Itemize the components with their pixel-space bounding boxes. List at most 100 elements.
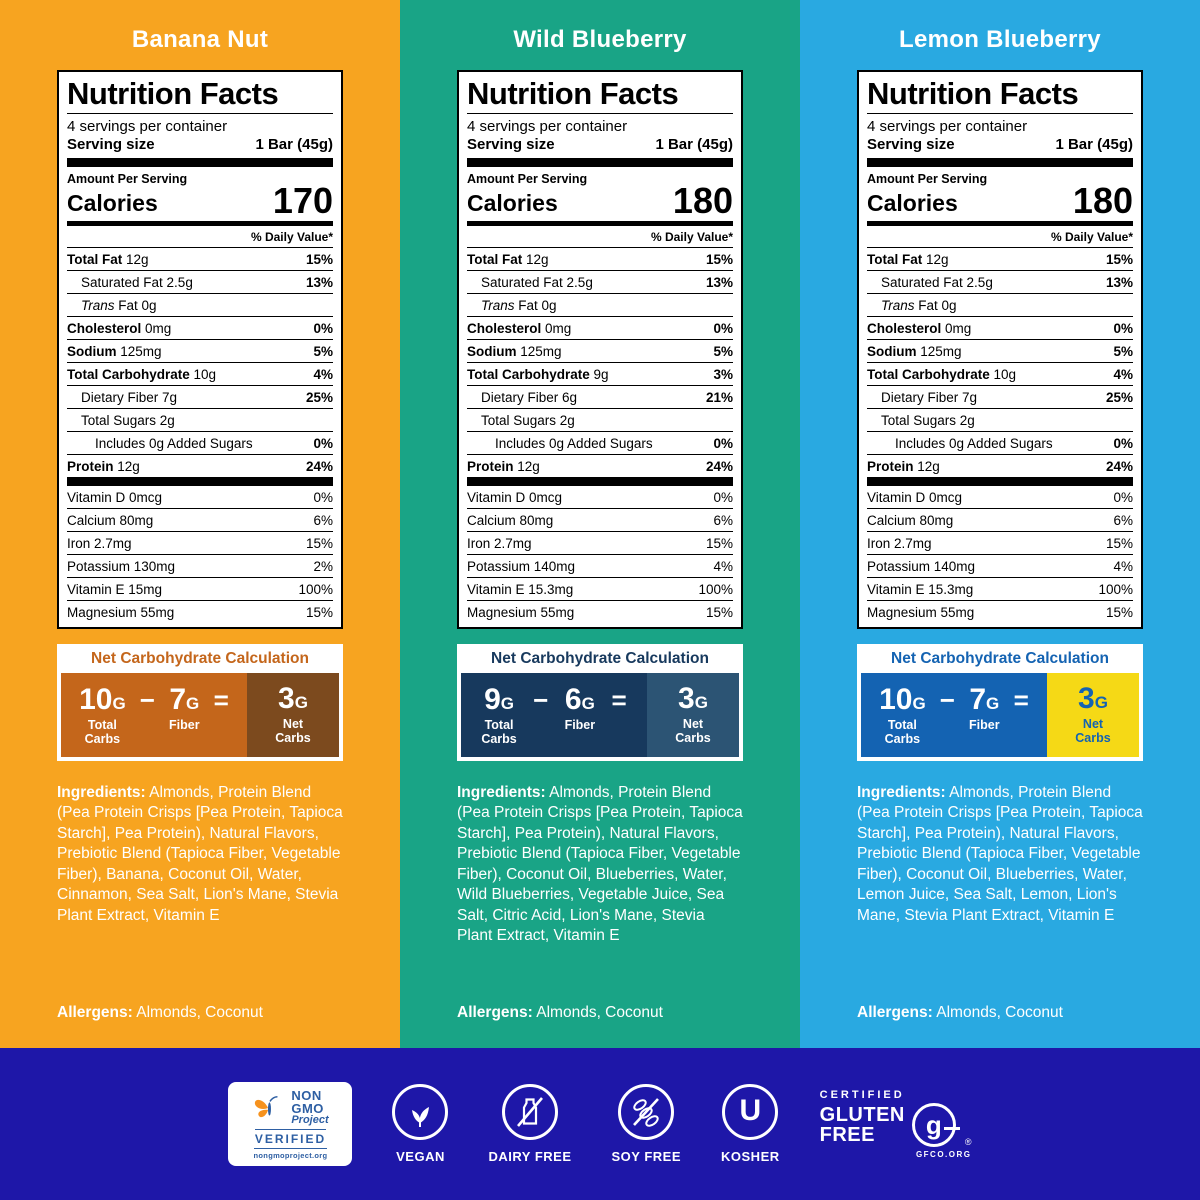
divider-thick-bar xyxy=(467,477,733,487)
vegan-leaf-icon xyxy=(392,1084,449,1140)
nutrition-row: Potassium 140mg 4% xyxy=(867,554,1133,577)
nutrition-row: Trans Fat 0g xyxy=(67,293,333,316)
net-carb-header: Net Carbohydrate Calculation xyxy=(491,650,709,668)
nutrition-row: Iron 2.7mg 15% xyxy=(867,531,1133,554)
calories-label: Calories xyxy=(867,190,958,217)
badge-label: SOY FREE xyxy=(611,1149,682,1164)
nutrition-row: Vitamin D 0mcg 0% xyxy=(867,490,1133,506)
net-carb-header: Net Carbohydrate Calculation xyxy=(891,650,1109,668)
nutrition-row: Total Carbohydrate 10g 4% xyxy=(67,362,333,385)
minus-sign: − xyxy=(139,685,155,716)
divider-thick-bar xyxy=(67,158,333,168)
net-carbs-figure: 3G Net Carbs xyxy=(647,673,739,757)
nutrition-row: Total Fat 12g 15% xyxy=(67,247,333,270)
divider-thick-bar xyxy=(867,477,1133,487)
divider-thick-bar xyxy=(67,477,333,487)
nutrition-row: Magnesium 55mg 15% xyxy=(67,600,333,623)
flavor-panel-1: Banana Nut Nutrition Facts 4 servings pe… xyxy=(0,0,400,1048)
calories-row: Calories 170 xyxy=(67,183,333,221)
nutrition-row: Calcium 80mg 6% xyxy=(467,508,733,531)
serving-size-row: Serving size 1 Bar (45g) xyxy=(67,136,333,158)
nutrition-row: Protein 12g 24% xyxy=(467,454,733,477)
nutrition-row: Protein 12g 24% xyxy=(67,454,333,477)
net-carbs-value: 3G xyxy=(678,682,708,716)
fiber-figure: 7G Fiber xyxy=(169,683,200,733)
ingredients-text: Ingredients: Almonds, Protein Blend (Pea… xyxy=(857,783,1143,924)
nutrition-facts-title: Nutrition Facts xyxy=(67,77,333,115)
serving-size-value: 1 Bar (45g) xyxy=(655,136,733,154)
gfco-g-icon: g xyxy=(911,1103,960,1147)
nutrition-row: Total Fat 12g 15% xyxy=(867,247,1133,270)
nutrition-row: Vitamin D 0mcg 0% xyxy=(467,490,733,506)
calories-label: Calories xyxy=(67,190,158,217)
equals-sign: = xyxy=(611,685,627,716)
serving-size-row: Serving size 1 Bar (45g) xyxy=(867,136,1133,158)
nutrition-row: Sodium 125mg 5% xyxy=(67,339,333,362)
nutrition-row: Total Sugars 2g xyxy=(467,408,733,431)
badge-label: DAIRY FREE xyxy=(488,1149,572,1164)
nutrition-row: Includes 0g Added Sugars 0% xyxy=(867,431,1133,454)
gluten-free-certified-text: CERTIFIED xyxy=(819,1089,905,1101)
ingredients-label: Ingredients: xyxy=(57,783,146,801)
registered-mark: ® xyxy=(964,1137,972,1147)
badge-label: VEGAN xyxy=(396,1149,445,1164)
nutrient-rows: Total Fat 12g 15% Saturated Fat 2.5g 13% Tra… xyxy=(867,247,1133,477)
certification-footer: NON GMO Project VERIFIED nongmoproject.o… xyxy=(0,1048,1200,1200)
total-carbs-value: 10G xyxy=(879,683,926,717)
net-carbs-label: Net Carbs xyxy=(1075,717,1111,746)
nutrition-row: Dietary Fiber 7g 25% xyxy=(67,385,333,408)
allergens-text: Allergens: Almonds, Coconut xyxy=(457,1004,663,1021)
total-carbs-value: 10G xyxy=(79,683,126,717)
net-carbs-label: Net Carbs xyxy=(675,717,711,746)
net-carb-module: Net Carbohydrate Calculation 10G Total C… xyxy=(857,644,1143,761)
non-gmo-url: nongmoproject.org xyxy=(253,1148,328,1160)
calories-value: 180 xyxy=(672,180,733,222)
flavor-panel-3: Lemon Blueberry Nutrition Facts 4 servin… xyxy=(800,0,1200,1048)
total-carbs-label: Total Carbs xyxy=(481,718,517,747)
fiber-value: 7G xyxy=(169,683,200,717)
nutrition-row: Includes 0g Added Sugars 0% xyxy=(67,431,333,454)
flavor-panel-2: Wild Blueberry Nutrition Facts 4 serving… xyxy=(400,0,800,1048)
nutrition-row: Sodium 125mg 5% xyxy=(867,339,1133,362)
servings-per-container: 4 servings per container xyxy=(467,118,628,136)
amount-per-serving-label: Amount Per Serving xyxy=(467,172,588,187)
nutrition-facts-title: Nutrition Facts xyxy=(467,77,733,115)
net-carb-header: Net Carbohydrate Calculation xyxy=(91,650,309,668)
soybean-crossed-icon xyxy=(618,1084,675,1140)
badge-soy-free: SOY FREE xyxy=(612,1084,682,1164)
divider-medium-bar xyxy=(67,221,333,227)
flavor-title: Banana Nut xyxy=(131,26,269,53)
badge-kosher: U KOSHER xyxy=(721,1084,780,1164)
nutrition-row: Vitamin E 15.3mg 100% xyxy=(467,577,733,600)
fiber-value: 7G xyxy=(969,683,1000,717)
nutrient-rows: Total Fat 12g 15% Saturated Fat 2.5g 13% Tra… xyxy=(467,247,733,477)
flavor-title: Lemon Blueberry xyxy=(899,26,1101,53)
kosher-u-icon: U xyxy=(722,1084,779,1140)
nutrition-facts-label: Nutrition Facts 4 servings per container… xyxy=(57,70,343,630)
total-carbs-figure: 10G Total Carbs xyxy=(79,685,126,747)
nutrition-row: Total Sugars 2g xyxy=(867,408,1133,431)
net-carbs-label: Net Carbs xyxy=(275,717,311,746)
nutrition-row: Trans Fat 0g xyxy=(867,293,1133,316)
allergens-label: Allergens: xyxy=(457,1004,533,1021)
fiber-label: Fiber xyxy=(969,718,1000,733)
amount-per-serving-label: Amount Per Serving xyxy=(867,172,988,187)
divider-thick-bar xyxy=(467,158,733,168)
net-carbs-figure: 3G Net Carbs xyxy=(1047,673,1139,757)
butterfly-icon xyxy=(255,1095,278,1117)
net-carb-equation: 9G Total Carbs − 6G Fiber = xyxy=(461,673,647,757)
nutrition-row: Potassium 140mg 4% xyxy=(467,554,733,577)
serving-size-row: Serving size 1 Bar (45g) xyxy=(467,136,733,158)
ingredients-label: Ingredients: xyxy=(857,783,946,801)
flavor-panels-row: Banana Nut Nutrition Facts 4 servings pe… xyxy=(0,0,1200,1048)
nutrition-row: Vitamin D 0mcg 0% xyxy=(67,490,333,506)
total-carbs-value: 9G xyxy=(484,683,514,717)
serving-size-value: 1 Bar (45g) xyxy=(255,136,333,154)
nutrition-row: Total Fat 12g 15% xyxy=(467,247,733,270)
nutrition-row: Potassium 130mg 2% xyxy=(67,554,333,577)
nutrition-row: Cholesterol 0mg 0% xyxy=(467,316,733,339)
gluten-free-words: GLUTEN FREE xyxy=(819,1103,905,1146)
vitamin-mineral-rows: Vitamin D 0mcg 0% Calcium 80mg 6% Iron 2.7mg… xyxy=(867,486,1133,623)
vitamin-mineral-rows: Vitamin D 0mcg 0% Calcium 80mg 6% Iron 2.7mg… xyxy=(467,486,733,623)
non-gmo-name: NON GMO Project xyxy=(291,1087,329,1127)
